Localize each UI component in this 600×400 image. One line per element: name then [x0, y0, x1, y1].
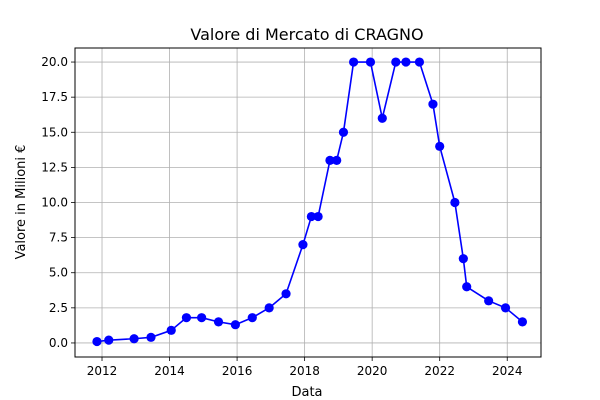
- x-tick-label: 2014: [154, 364, 185, 378]
- data-point: [414, 57, 425, 67]
- y-tick-label: 10.0: [41, 196, 68, 210]
- data-point: [181, 313, 192, 323]
- data-point: [325, 155, 335, 165]
- data-point: [104, 335, 114, 345]
- x-axis-label: Data: [291, 385, 322, 400]
- data-point: [247, 313, 257, 323]
- data-point: [401, 57, 411, 67]
- data-point: [197, 313, 207, 323]
- data-point: [92, 336, 102, 347]
- data-point: [435, 141, 445, 151]
- y-tick-label: 17.5: [41, 90, 68, 104]
- x-tick-label: 2024: [492, 364, 523, 378]
- data-point: [281, 289, 291, 299]
- data-point: [500, 303, 511, 313]
- x-axis-ticks: 2012 2014 2016 2018 2020 2022 2024: [87, 357, 523, 378]
- x-tick-label: 2022: [424, 364, 455, 378]
- y-tick-label: 7.5: [49, 231, 68, 245]
- data-point: [332, 155, 342, 165]
- data-point: [264, 303, 274, 313]
- y-tick-label: 0.0: [49, 336, 68, 350]
- data-points: [92, 57, 528, 347]
- data-point: [462, 282, 472, 292]
- y-tick-label: 5.0: [49, 266, 68, 280]
- data-point: [391, 57, 401, 67]
- x-tick-label: 2012: [87, 364, 118, 378]
- y-axis-label: Valore in Milioni €: [14, 145, 29, 260]
- y-tick-label: 15.0: [41, 125, 68, 139]
- data-point: [306, 211, 316, 222]
- data-point: [484, 296, 494, 306]
- y-tick-label: 12.5: [41, 160, 68, 174]
- data-point: [428, 99, 438, 109]
- data-point: [298, 240, 308, 250]
- data-point: [450, 197, 460, 208]
- x-tick-label: 2018: [289, 364, 320, 378]
- data-point: [313, 211, 323, 222]
- y-tick-label: 20.0: [41, 55, 68, 69]
- x-tick-label: 2020: [357, 364, 388, 378]
- data-point: [213, 317, 224, 327]
- data-point: [348, 57, 359, 67]
- y-tick-label: 2.5: [49, 301, 68, 315]
- y-axis-ticks: 0.0 2.5 5.0 7.5 10.0 12.5 15.0 17.5 20.0: [41, 55, 75, 350]
- x-tick-label: 2016: [222, 364, 253, 378]
- data-point: [365, 57, 376, 67]
- data-point: [146, 332, 156, 342]
- data-point: [338, 127, 349, 137]
- data-point: [458, 254, 468, 264]
- data-point: [377, 113, 387, 123]
- data-point: [230, 320, 240, 330]
- data-point: [166, 325, 176, 335]
- data-point: [129, 334, 139, 344]
- grid: [75, 48, 541, 357]
- chart-title: Valore di Mercato di CRAGNO: [190, 25, 423, 44]
- data-point: [517, 317, 528, 327]
